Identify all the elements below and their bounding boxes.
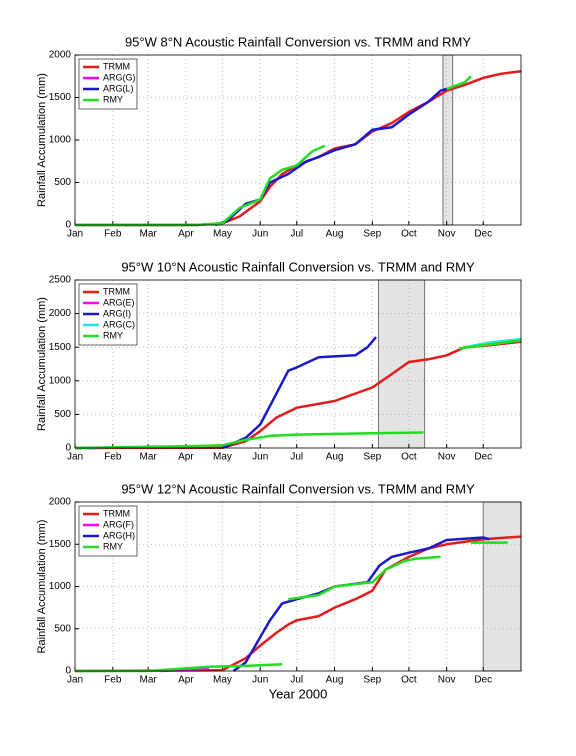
legend-label: TRMM <box>103 286 130 296</box>
legend-label: ARG(F) <box>103 519 134 529</box>
x-tick-label: Oct <box>401 452 417 463</box>
legend-label: ARG(L) <box>103 83 134 93</box>
legend-label: ARG(I) <box>103 308 131 318</box>
shaded-region <box>378 279 426 449</box>
x-tick-label: Nov <box>438 675 456 686</box>
x-tick-label: Jun <box>252 229 268 240</box>
panel: 0 500 1000 1500 2000 2500 Jan Feb Mar Apr May Jun Ju… <box>36 259 522 463</box>
y-tick-label: 0 <box>65 443 71 454</box>
y-tick-label: 1500 <box>49 92 72 103</box>
y-tick-label: 2000 <box>49 308 72 319</box>
series-line <box>74 535 522 673</box>
x-tick-label: Jun <box>252 452 268 463</box>
y-tick-label: 2500 <box>49 275 72 286</box>
legend-label: ARG(H) <box>103 530 135 540</box>
x-tick-label: May <box>213 229 232 240</box>
x-tick-label: Sep <box>363 675 381 686</box>
x-tick-label: Jul <box>290 675 303 686</box>
chart-title: 95°W 8°N Acoustic Rainfall Conversion vs… <box>125 34 471 49</box>
axes-box <box>74 279 522 449</box>
x-tick-label: Sep <box>363 229 381 240</box>
x-tick-label: Aug <box>326 452 344 463</box>
x-tick-label: Aug <box>326 675 344 686</box>
x-tick-label: Nov <box>438 452 456 463</box>
legend-label: ARG(C) <box>103 319 135 329</box>
x-tick-label: Dec <box>474 452 492 463</box>
x-tick-label: Apr <box>178 229 194 240</box>
x-tick-label: Dec <box>474 229 492 240</box>
legend-label: RMY <box>103 94 123 104</box>
shaded-region <box>482 501 522 672</box>
legend-label: ARG(E) <box>103 297 135 307</box>
axes-box <box>74 54 522 226</box>
series-line <box>221 336 377 450</box>
x-axis-label: Year 2000 <box>269 686 328 701</box>
x-tick-label: Jul <box>290 229 303 240</box>
x-tick-label: Sep <box>363 452 381 463</box>
y-tick-label: 500 <box>54 623 71 634</box>
x-tick-label: Aug <box>326 229 344 240</box>
chart-title: 95°W 10°N Acoustic Rainfall Conversion v… <box>121 259 475 274</box>
y-axis-label: Rainfall Accumulation (mm) <box>36 297 48 431</box>
x-tick-label: Feb <box>104 452 122 463</box>
y-axis-label: Rainfall Accumulation (mm) <box>36 520 48 654</box>
x-tick-label: Dec <box>474 675 492 686</box>
series-line <box>74 339 522 450</box>
panel: 0 500 1000 1500 2000 Jan Feb Mar Apr May Jun Jul Aug… <box>36 34 522 240</box>
chart-title: 95°W 12°N Acoustic Rainfall Conversion v… <box>121 481 475 496</box>
x-tick-label: Oct <box>401 229 417 240</box>
x-tick-label: May <box>213 675 232 686</box>
x-tick-label: Apr <box>178 675 194 686</box>
legend-label: RMY <box>103 541 123 551</box>
series-line <box>75 75 472 227</box>
x-tick-label: Jan <box>67 675 83 686</box>
y-tick-label: 2000 <box>49 497 72 508</box>
y-tick-label: 1500 <box>49 342 72 353</box>
y-axis-label: Rainfall Accumulation (mm) <box>36 73 48 207</box>
x-tick-label: Feb <box>104 229 122 240</box>
x-tick-label: Jun <box>252 675 268 686</box>
y-tick-label: 1000 <box>49 581 72 592</box>
x-tick-label: May <box>213 452 232 463</box>
x-tick-label: Feb <box>104 675 122 686</box>
legend-label: TRMM <box>103 61 130 71</box>
x-tick-label: Apr <box>178 452 194 463</box>
axes-box <box>74 501 522 672</box>
y-tick-label: 1500 <box>49 539 72 550</box>
y-tick-label: 2000 <box>49 50 72 61</box>
x-tick-label: Oct <box>401 675 417 686</box>
y-tick-label: 0 <box>65 220 71 231</box>
x-tick-label: Mar <box>139 675 157 686</box>
x-tick-label: Jan <box>67 452 83 463</box>
legend-label: TRMM <box>103 508 130 518</box>
x-tick-label: Mar <box>139 229 157 240</box>
panel: 0 500 1000 1500 2000 Jan Feb Mar Apr May Jun Jul Aug… <box>36 481 522 701</box>
legend-label: ARG(G) <box>103 72 136 82</box>
y-tick-label: 1000 <box>49 135 72 146</box>
y-tick-label: 0 <box>65 666 71 677</box>
x-tick-label: Mar <box>139 452 157 463</box>
y-tick-label: 500 <box>54 177 71 188</box>
y-tick-label: 500 <box>54 409 71 420</box>
x-tick-label: Jan <box>67 229 83 240</box>
y-tick-label: 1000 <box>49 375 72 386</box>
x-tick-label: Jul <box>290 452 303 463</box>
legend-label: RMY <box>103 330 123 340</box>
x-tick-label: Nov <box>438 229 456 240</box>
